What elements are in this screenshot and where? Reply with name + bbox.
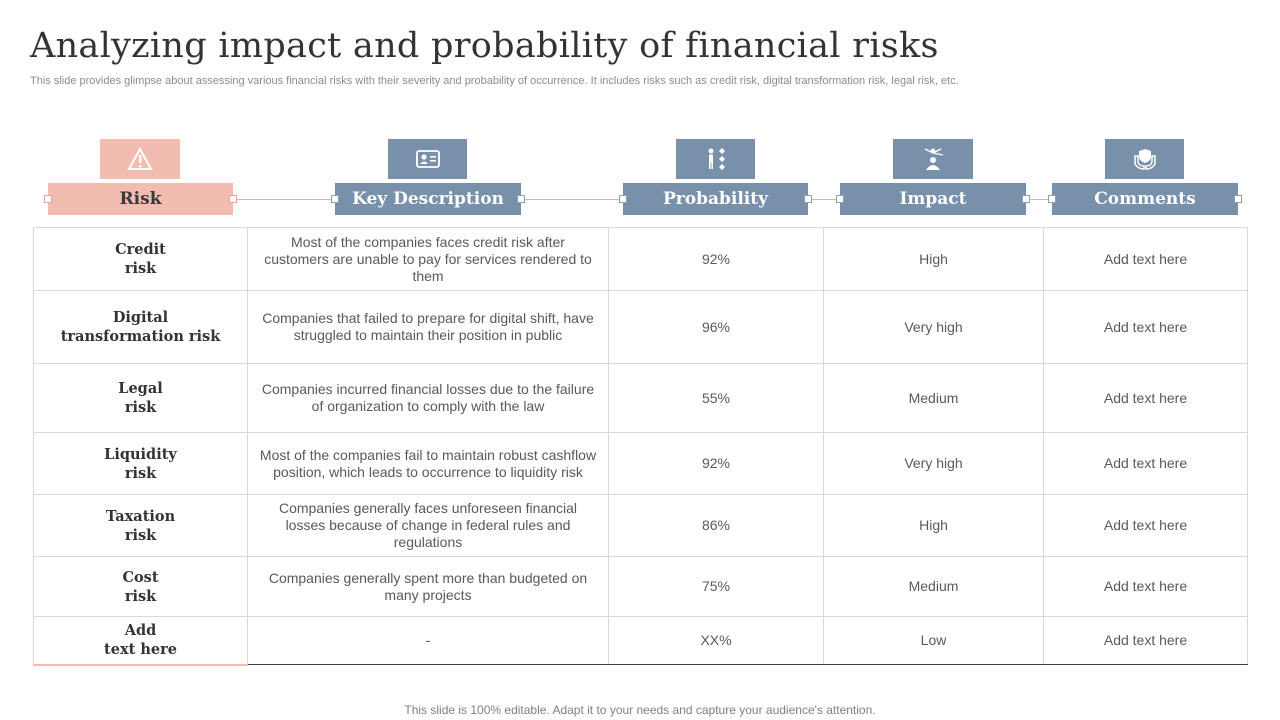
header-risk: Risk (44, 183, 237, 215)
risk-name-cell: Credit risk (33, 227, 248, 291)
risk-name-cell: Taxation risk (33, 494, 248, 557)
table-row: Add text here - XX% Low Add text here (33, 616, 1248, 666)
page-subtitle: This slide provides glimpse about assess… (30, 75, 959, 87)
probability-cell: 86% (608, 494, 824, 557)
comments-cell: Add text here (1043, 227, 1248, 291)
description-cell: Most of the companies fail to maintain r… (247, 432, 609, 495)
comments-cell: Add text here (1043, 432, 1248, 495)
connector-node (229, 195, 237, 203)
impact-cell: Medium (823, 363, 1044, 433)
connector-node (836, 195, 844, 203)
description-cell: Companies generally spent more than budg… (247, 556, 609, 617)
impact-cell: Medium (823, 556, 1044, 617)
header-key-description: Key Description (331, 183, 525, 215)
header-label: Key Description (352, 189, 504, 209)
connector-node (517, 195, 525, 203)
comments-cell: Add text here (1043, 290, 1248, 364)
risk-name-cell: Add text here (33, 616, 248, 666)
header-probability: Probability (619, 183, 812, 215)
probability-cell: 92% (608, 227, 824, 291)
footer-note: This slide is 100% editable. Adapt it to… (404, 703, 876, 717)
header-impact: Impact (836, 183, 1030, 215)
risk-name-cell: Liquidity risk (33, 432, 248, 495)
presenter-icon (893, 139, 973, 179)
description-cell: Companies that failed to prepare for dig… (247, 290, 609, 364)
table-row: Digital transformation risk Companies th… (33, 290, 1248, 364)
probability-cell: 55% (608, 363, 824, 433)
risk-name-cell: Cost risk (33, 556, 248, 617)
header-label: Impact (899, 189, 967, 209)
connector-node (331, 195, 339, 203)
description-cell: Most of the companies faces credit risk … (247, 227, 609, 291)
warning-icon (100, 139, 180, 179)
table-row: Legal risk Companies incurred financial … (33, 363, 1248, 433)
header-label: Probability (663, 189, 768, 209)
connector-node (619, 195, 627, 203)
table-row: Taxation risk Companies generally faces … (33, 494, 1248, 557)
connector-node (1234, 195, 1242, 203)
comments-cell: Add text here (1043, 556, 1248, 617)
risk-name-cell: Legal risk (33, 363, 248, 433)
probability-cell: XX% (608, 616, 824, 665)
impact-cell: Very high (823, 432, 1044, 495)
comments-cell: Add text here (1043, 494, 1248, 557)
connector-node (1048, 195, 1056, 203)
table-row: Cost risk Companies generally spent more… (33, 556, 1248, 617)
impact-cell: Very high (823, 290, 1044, 364)
risk-table: Credit risk Most of the companies faces … (33, 227, 1248, 666)
hands-shield-icon (1105, 139, 1184, 179)
risk-name-cell: Digital transformation risk (33, 290, 248, 364)
table-row: Liquidity risk Most of the companies fai… (33, 432, 1248, 495)
probability-cell: 96% (608, 290, 824, 364)
impact-cell: Low (823, 616, 1044, 665)
connector-node (804, 195, 812, 203)
header-comments: Comments (1048, 183, 1242, 215)
comments-cell: Add text here (1043, 616, 1248, 665)
table-row: Credit risk Most of the companies faces … (33, 227, 1248, 291)
connector-node (44, 195, 52, 203)
description-cell: Companies generally faces unforeseen fin… (247, 494, 609, 557)
probability-cell: 92% (608, 432, 824, 495)
header-label: Comments (1094, 189, 1196, 209)
connector-node (1022, 195, 1030, 203)
impact-cell: High (823, 494, 1044, 557)
description-cell: - (247, 616, 609, 665)
impact-cell: High (823, 227, 1044, 291)
decision-person-icon (676, 139, 755, 179)
description-cell: Companies incurred financial losses due … (247, 363, 609, 433)
comments-cell: Add text here (1043, 363, 1248, 433)
header-label: Risk (119, 189, 162, 209)
page-title: Analyzing impact and probability of fina… (30, 26, 939, 66)
probability-cell: 75% (608, 556, 824, 617)
id-card-icon (388, 139, 467, 179)
